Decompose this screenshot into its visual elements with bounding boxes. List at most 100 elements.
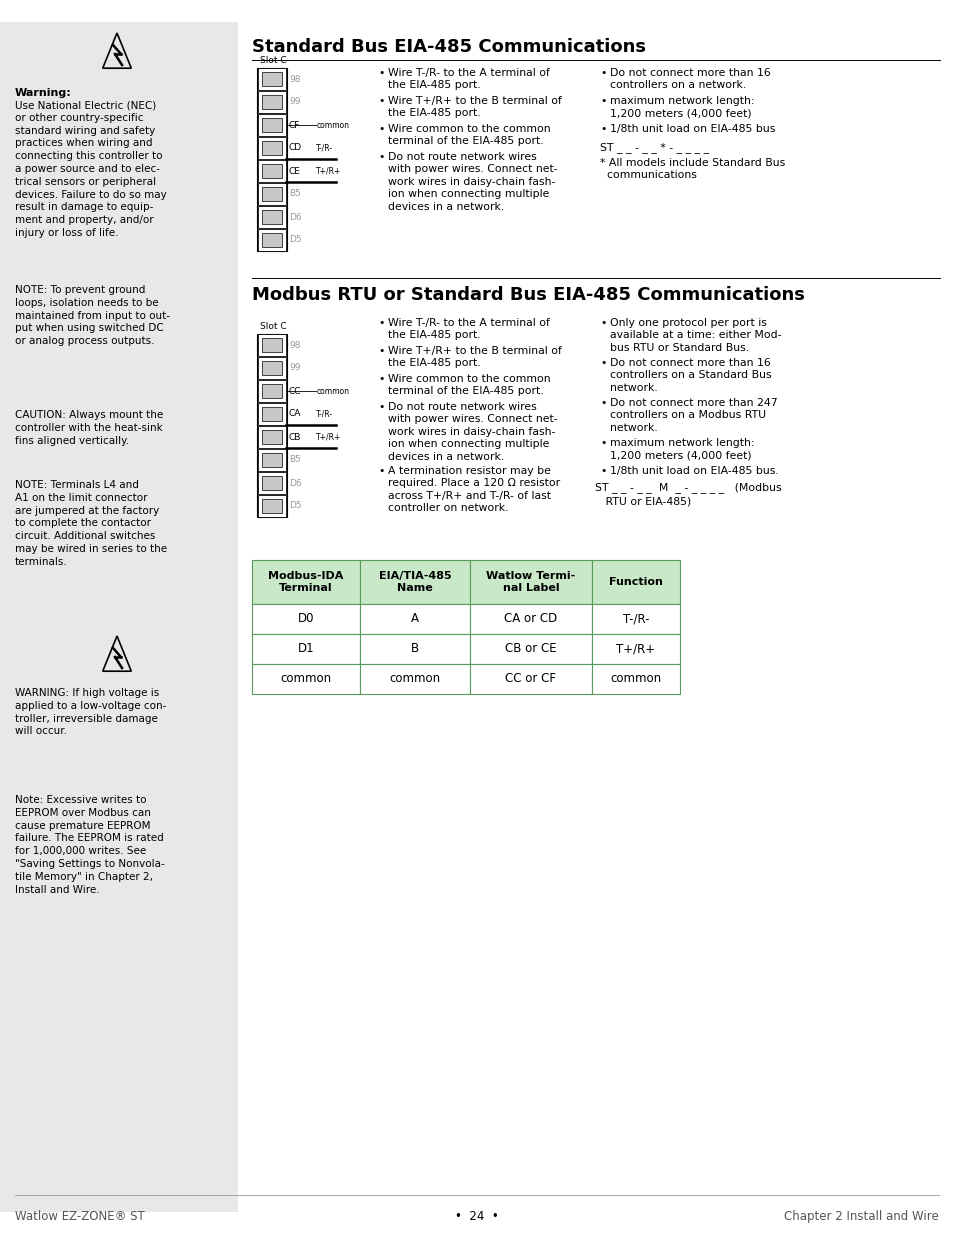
Bar [592,664,679,694]
Text: Wire T-/R- to the A terminal of
the EIA-485 port.: Wire T-/R- to the A terminal of the EIA-… [388,317,549,341]
Text: 99: 99 [289,98,300,106]
Bar [257,183,286,205]
Text: WARNING: If high voltage is
applied to a low-voltage con-
troller, irreversible : WARNING: If high voltage is applied to a… [15,688,166,736]
Text: Wire common to the common
terminal of the EIA-485 port.: Wire common to the common terminal of th… [388,374,550,396]
Text: ST _ _ - _ _ * - _ _ _ _: ST _ _ - _ _ * - _ _ _ _ [599,142,708,153]
Text: CC: CC [289,387,301,395]
Text: 99: 99 [289,363,300,373]
Text: CC or CF: CC or CF [505,673,556,685]
Bar [257,426,286,448]
Text: B5: B5 [289,189,300,199]
Text: CE: CE [289,167,300,175]
Text: Wire common to the common
terminal of the EIA-485 port.: Wire common to the common terminal of th… [388,124,550,147]
Text: •: • [377,466,384,475]
Text: Function: Function [608,577,662,587]
Text: •: • [599,124,606,135]
Text: •: • [599,317,606,329]
Bar [262,210,282,224]
Bar [470,664,592,694]
Bar [262,119,282,132]
Text: •: • [599,466,606,475]
Text: •: • [377,68,384,78]
Text: Do not connect more than 16
controllers on a network.: Do not connect more than 16 controllers … [609,68,770,90]
Bar [252,604,359,634]
Text: Do not route network wires
with power wires. Connect net-
work wires in daisy-ch: Do not route network wires with power wi… [388,152,558,211]
Text: Do not connect more than 247
controllers on a Modbus RTU
network.: Do not connect more than 247 controllers… [609,398,777,432]
Bar [256,68,287,251]
Bar [262,164,282,178]
Text: Warning:: Warning: [15,88,71,98]
Text: Do not connect more than 16
controllers on a Standard Bus
network.: Do not connect more than 16 controllers … [609,358,771,393]
Text: D1: D1 [297,642,314,656]
Text: 98: 98 [289,74,300,84]
Text: CF: CF [289,121,300,130]
Text: T-/R-: T-/R- [315,410,333,419]
Text: •  24  •: • 24 • [455,1210,498,1223]
Text: •: • [599,68,606,78]
Text: D5: D5 [289,501,301,510]
Text: •: • [377,403,384,412]
Text: T-/R-: T-/R- [622,613,649,625]
Text: D6: D6 [289,478,301,488]
Text: common: common [280,673,332,685]
Bar [262,499,282,513]
Bar [257,495,286,517]
Text: T+/R+: T+/R+ [315,167,341,175]
Bar [359,634,470,664]
Text: Only one protocol per port is
available at a time: either Mod-
bus RTU or Standa: Only one protocol per port is available … [609,317,781,353]
Bar [262,95,282,109]
Text: 1/8th unit load on EIA-485 bus.: 1/8th unit load on EIA-485 bus. [609,466,778,475]
Text: •: • [599,438,606,448]
Bar [257,91,286,112]
Bar [262,72,282,86]
Bar [262,233,282,247]
Text: •: • [599,96,606,106]
Bar [359,559,470,604]
Bar [257,114,286,136]
Text: Slot C: Slot C [260,322,286,331]
Bar [0,22,237,1212]
Bar [262,338,282,352]
Text: Wire T-/R- to the A terminal of
the EIA-485 port.: Wire T-/R- to the A terminal of the EIA-… [388,68,549,90]
Text: common: common [316,387,350,395]
Text: NOTE: To prevent ground
loops, isolation needs to be
maintained from input to ou: NOTE: To prevent ground loops, isolation… [15,285,170,346]
Bar [257,228,286,251]
Text: maximum network length:
1,200 meters (4,000 feet): maximum network length: 1,200 meters (4,… [609,438,754,461]
Bar [257,333,286,356]
Text: B: B [411,642,418,656]
Bar [262,430,282,445]
Bar [592,559,679,604]
Text: T-/R-: T-/R- [315,143,333,152]
Bar [257,450,286,471]
Text: Wire T+/R+ to the B terminal of
the EIA-485 port.: Wire T+/R+ to the B terminal of the EIA-… [388,96,561,119]
Text: •: • [599,358,606,368]
Bar [257,357,286,379]
Text: B5: B5 [289,456,300,464]
Text: D0: D0 [297,613,314,625]
Bar [262,141,282,156]
Text: Use National Electric (NEC)
or other country-specific
standard wiring and safety: Use National Electric (NEC) or other cou… [15,100,167,238]
Text: D6: D6 [289,212,301,221]
Text: T+/R+: T+/R+ [315,432,341,441]
Bar [262,408,282,421]
Text: Watlow Termi-
nal Label: Watlow Termi- nal Label [486,571,575,593]
Bar [262,361,282,375]
Text: Wire T+/R+ to the B terminal of
the EIA-485 port.: Wire T+/R+ to the B terminal of the EIA-… [388,346,561,368]
Text: CD: CD [289,143,302,152]
Text: maximum network length:
1,200 meters (4,000 feet): maximum network length: 1,200 meters (4,… [609,96,754,119]
Text: CA: CA [289,410,301,419]
Bar [592,634,679,664]
Text: •: • [377,152,384,162]
Text: A termination resistor may be
required. Place a 120 Ω resistor
across T+/R+ and : A termination resistor may be required. … [388,466,559,514]
Text: •: • [377,96,384,106]
Bar [470,559,592,604]
Text: CB: CB [289,432,301,441]
Text: CB or CE: CB or CE [505,642,557,656]
Text: RTU or EIA-485): RTU or EIA-485) [595,496,691,506]
Text: Standard Bus EIA-485 Communications: Standard Bus EIA-485 Communications [252,38,645,56]
Text: CAUTION: Always mount the
controller with the heat-sink
fins aligned vertically.: CAUTION: Always mount the controller wit… [15,410,163,446]
Text: ST _ _ - _ _  M  _ - _ _ _ _   (Modbus: ST _ _ - _ _ M _ - _ _ _ _ (Modbus [595,482,781,493]
Text: A: A [411,613,418,625]
Bar [470,604,592,634]
Bar [257,380,286,403]
